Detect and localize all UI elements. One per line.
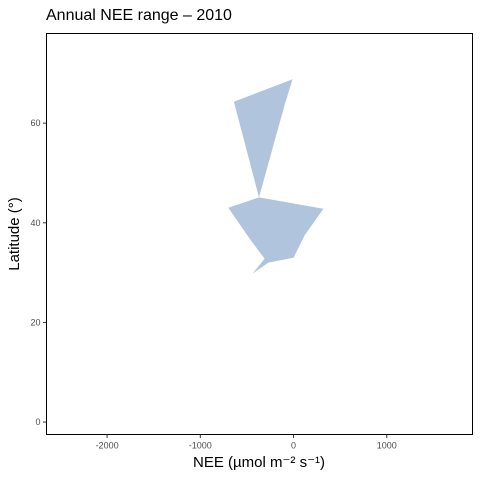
y-tick-label: 40 [30,218,40,228]
y-axis: 0 20 40 60 [30,118,46,427]
x-axis: -2000 -1000 0 1000 [96,435,397,451]
y-tick-label: 0 [35,417,40,427]
x-tick-label: -1000 [189,441,212,451]
y-tick-label: 60 [30,118,40,128]
chart-title: Annual NEE range – 2010 [46,7,232,24]
x-tick-label: -2000 [96,441,119,451]
y-tick-label: 20 [30,317,40,327]
x-axis-title: NEE (µmol m⁻² s⁻¹) [193,454,325,471]
x-tick-label: 0 [291,441,296,451]
y-axis-title: Latitude (°) [6,197,23,271]
x-tick-label: 1000 [377,441,397,451]
